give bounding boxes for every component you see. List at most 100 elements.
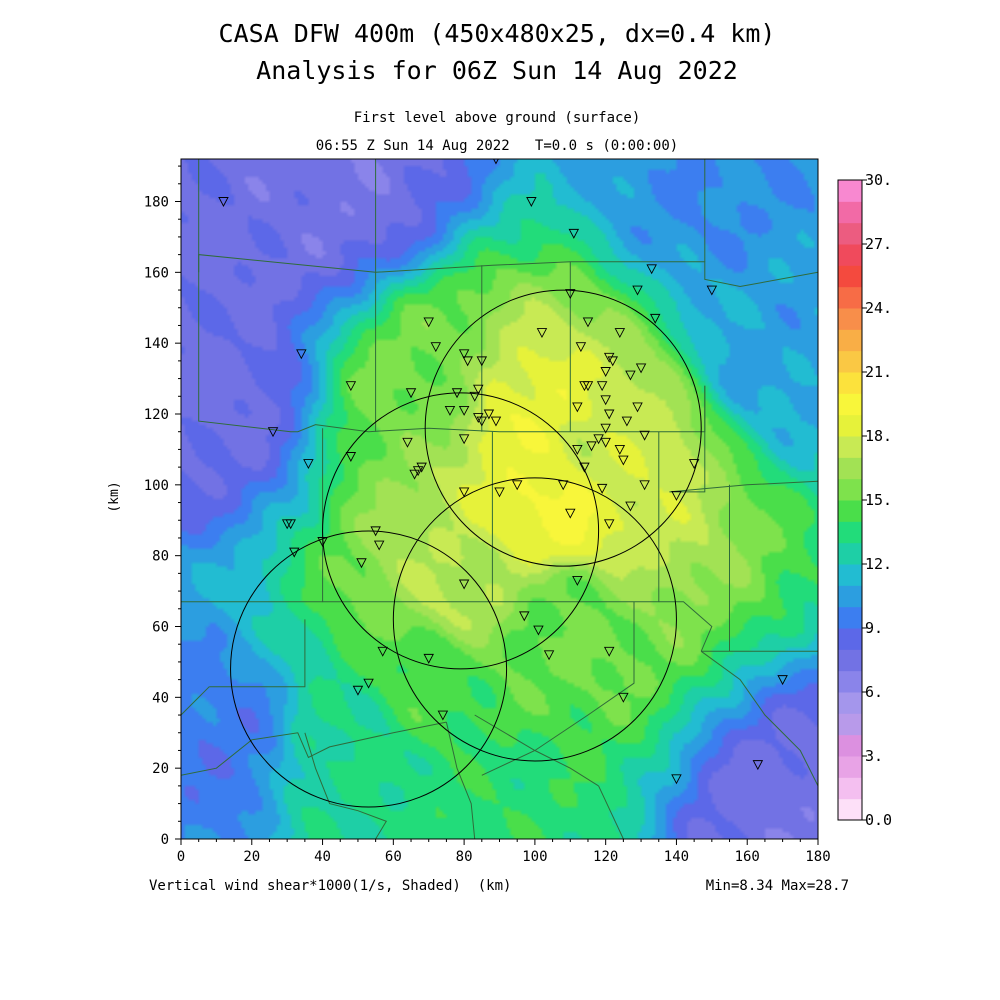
station-marker (345, 452, 357, 462)
colorbar-tick-label: 6. (865, 683, 883, 701)
colorbar-segment (838, 713, 862, 736)
footer-left: Vertical wind shear*1000(1/s, Shaded) (k… (149, 878, 511, 894)
station-marker (600, 423, 611, 434)
station-marker (412, 466, 424, 477)
station-marker (267, 427, 279, 438)
station-marker (671, 491, 682, 501)
colorbar-tick-label: 24. (865, 299, 892, 317)
station-marker (600, 367, 611, 377)
boundary-line (474, 714, 599, 787)
colorbar-tick-label: 12. (865, 555, 892, 573)
station-marker (607, 356, 618, 367)
colorbar-segment (838, 478, 862, 501)
colorbar-segment (838, 692, 862, 714)
colorbar-segment (838, 244, 862, 266)
colorbar-segment (838, 734, 862, 757)
title-line-1: CASA DFW 400m (450x480x25, dx=0.4 km) (219, 19, 776, 48)
station-marker (356, 558, 367, 569)
station-marker (405, 388, 417, 399)
station-marker (373, 540, 385, 551)
colorbar-segment (838, 393, 862, 416)
station-marker (565, 508, 576, 519)
station-marker (568, 228, 580, 239)
colorbar-segment (838, 201, 862, 224)
x-tick-label: 20 (243, 849, 260, 865)
station-marker (490, 416, 502, 427)
station-marker (671, 774, 682, 785)
station-marker (596, 483, 608, 494)
boundary-line (700, 650, 818, 787)
station-marker (458, 434, 470, 445)
y-tick-label: 100 (144, 478, 169, 494)
boundary-line (181, 721, 447, 822)
boundary-line (658, 601, 713, 652)
y-axis: 0 20 40 60 80 100 120 140 160 180 (144, 165, 181, 848)
colorbar-segment (838, 436, 862, 458)
boundary-line (669, 385, 818, 493)
colorbar-tick-label: 15. (865, 491, 892, 509)
station-marker (688, 459, 700, 470)
station-marker (303, 459, 314, 470)
station-marker (625, 370, 636, 381)
station-marker (752, 760, 764, 771)
radar-range-ring (230, 530, 508, 808)
station-marker (586, 441, 597, 452)
station-marker (409, 469, 420, 480)
station-marker (458, 579, 470, 590)
station-marker (352, 685, 364, 696)
colorbar-segment (838, 329, 862, 352)
station-marker (363, 678, 374, 689)
colorbar-segment (838, 457, 862, 480)
x-tick-label: 100 (522, 849, 547, 865)
radar-range-ring (424, 289, 702, 567)
station-marker (288, 547, 300, 558)
plot-area (180, 158, 819, 840)
station-marker (462, 356, 473, 367)
radar-range-ring (322, 392, 600, 670)
colorbar-segment (838, 180, 862, 202)
boundary-line (209, 619, 306, 688)
station-marker (625, 501, 636, 512)
station-marker (476, 356, 488, 367)
station-marker (582, 381, 594, 392)
station-marker (639, 430, 650, 441)
colorbar-tick-label: 30. (865, 171, 892, 189)
boundary-line (445, 721, 476, 839)
station-marker (423, 317, 434, 328)
station-marker (579, 462, 590, 473)
station-marker (575, 342, 587, 353)
boundary-line (598, 785, 624, 839)
station-marker (572, 444, 583, 455)
colorbar-segment (838, 414, 862, 437)
colorbar-tick-label: 27. (865, 235, 892, 253)
station-marker (511, 480, 523, 491)
station-markers (218, 159, 788, 785)
colorbar-tick-label: 21. (865, 363, 892, 381)
station-marker (572, 402, 583, 413)
station-marker (469, 391, 480, 402)
station-marker (533, 625, 544, 636)
x-tick-label: 160 (735, 849, 760, 865)
title-line-2: Analysis for 06Z Sun 14 Aug 2022 (256, 56, 738, 85)
station-marker (416, 462, 427, 473)
colorbar-tick-label: 18. (865, 427, 892, 445)
station-marker (285, 519, 296, 530)
colorbar-segment (838, 521, 862, 544)
station-marker (458, 406, 470, 416)
colorbar-segment (838, 585, 862, 608)
station-marker (632, 402, 643, 413)
station-marker (621, 416, 633, 427)
station-marker (519, 611, 530, 622)
y-tick-label: 180 (144, 195, 169, 211)
y-tick-label: 140 (144, 336, 169, 352)
subtitle-line-2: 06:55 Z Sun 14 Aug 2022 T=0.0 s (0:00:00… (316, 138, 678, 154)
shear-field-heatmap (181, 159, 818, 839)
x-tick-label: 40 (314, 849, 331, 865)
station-marker (777, 675, 788, 686)
station-marker (649, 313, 661, 324)
boundary-line (198, 159, 706, 433)
footer-right: Min=8.34 Max=28.7 (706, 878, 849, 894)
colorbar-segment (838, 308, 862, 330)
station-marker (451, 388, 463, 399)
